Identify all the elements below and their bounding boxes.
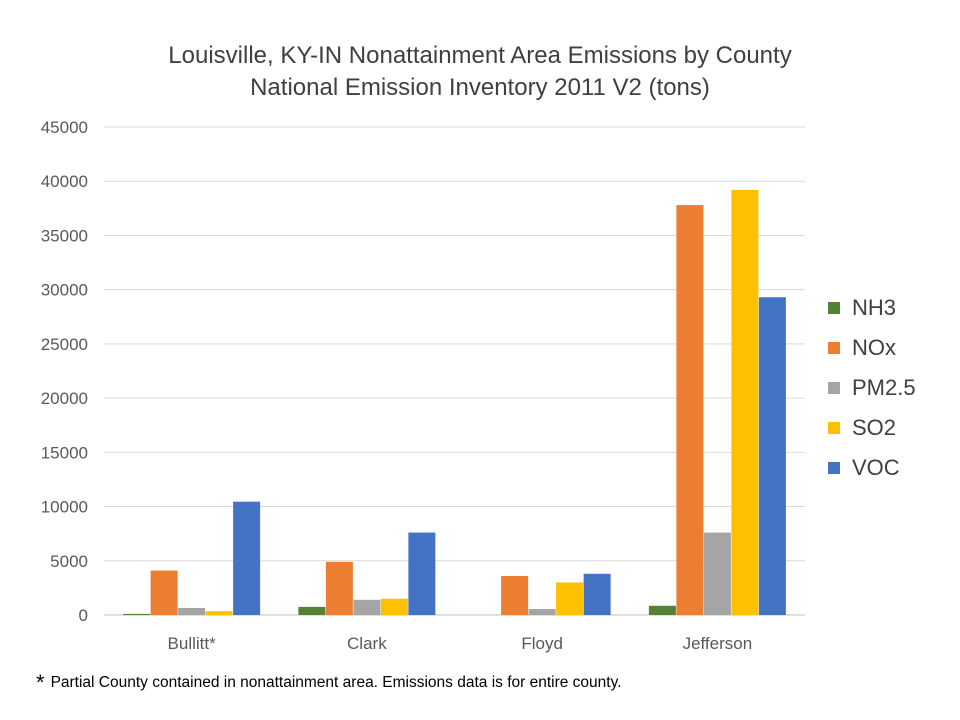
legend-label: SO2 [852, 415, 897, 440]
legend-item: NH3 [828, 288, 916, 328]
bar-pm25-bullitt [178, 607, 206, 615]
footnote-text: Partial County contained in nonattainmen… [50, 674, 622, 691]
chart-title: Louisville, KY-IN Nonattainment Area Emi… [168, 42, 792, 69]
bar-voc-bullitt [233, 501, 261, 615]
legend-swatch [828, 342, 840, 354]
x-tick-label: Floyd [521, 634, 563, 653]
bar-nox-bullitt [150, 570, 178, 615]
bar-voc-clark [408, 532, 436, 615]
x-tick-label: Clark [347, 634, 387, 653]
y-tick-label: 35000 [41, 226, 88, 245]
bar-pm25-clark [353, 599, 381, 615]
bar-pm25-jefferson [703, 532, 731, 615]
legend-swatch [828, 382, 840, 394]
legend-item: NOx [828, 328, 916, 368]
chart-title-block: Louisville, KY-IN Nonattainment Area Emi… [0, 40, 960, 104]
bar-nox-clark [325, 561, 353, 615]
y-tick-label: 0 [79, 606, 88, 625]
y-tick-label: 40000 [41, 172, 88, 191]
chart-subtitle: National Emission Inventory 2011 V2 (ton… [250, 74, 710, 101]
y-tick-label: 45000 [41, 118, 88, 137]
y-tick-label: 25000 [41, 335, 88, 354]
legend-label: NOx [852, 335, 896, 360]
y-tick-label: 10000 [41, 498, 88, 517]
legend-item: VOC [828, 448, 916, 488]
legend-item: PM2.5 [828, 368, 916, 408]
y-tick-label: 5000 [50, 552, 88, 571]
bar-nh3-bullitt [123, 613, 151, 615]
legend-label: PM2.5 [852, 375, 916, 400]
x-tick-label: Bullitt* [168, 634, 217, 653]
bar-so2-floyd [556, 582, 584, 615]
bar-so2-jefferson [731, 189, 759, 616]
bar-nh3-jefferson [648, 605, 676, 615]
y-tick-label: 20000 [41, 389, 88, 408]
legend-swatch [828, 422, 840, 434]
legend-label: VOC [852, 455, 900, 480]
bar-nh3-clark [298, 606, 326, 615]
legend-swatch [828, 462, 840, 474]
footnote: * Partial County contained in nonattainme… [36, 670, 622, 696]
y-tick-label: 15000 [41, 443, 88, 462]
legend-label: NH3 [852, 295, 897, 320]
legend-item: SO2 [828, 408, 916, 448]
bar-nox-floyd [501, 575, 529, 615]
bar-so2-bullitt [205, 611, 233, 615]
bar-nox-jefferson [676, 205, 704, 615]
bar-pm25-floyd [528, 609, 556, 615]
x-tick-label: Jefferson [683, 634, 753, 653]
bar-so2-clark [380, 598, 408, 615]
bar-voc-floyd [583, 573, 611, 615]
chart-legend: NH3 NOx PM2.5 SO2 VOC [828, 288, 916, 488]
y-tick-label: 30000 [41, 281, 88, 300]
legend-swatch [828, 302, 840, 314]
footnote-marker: * [36, 670, 45, 695]
bar-voc-jefferson [758, 297, 786, 615]
